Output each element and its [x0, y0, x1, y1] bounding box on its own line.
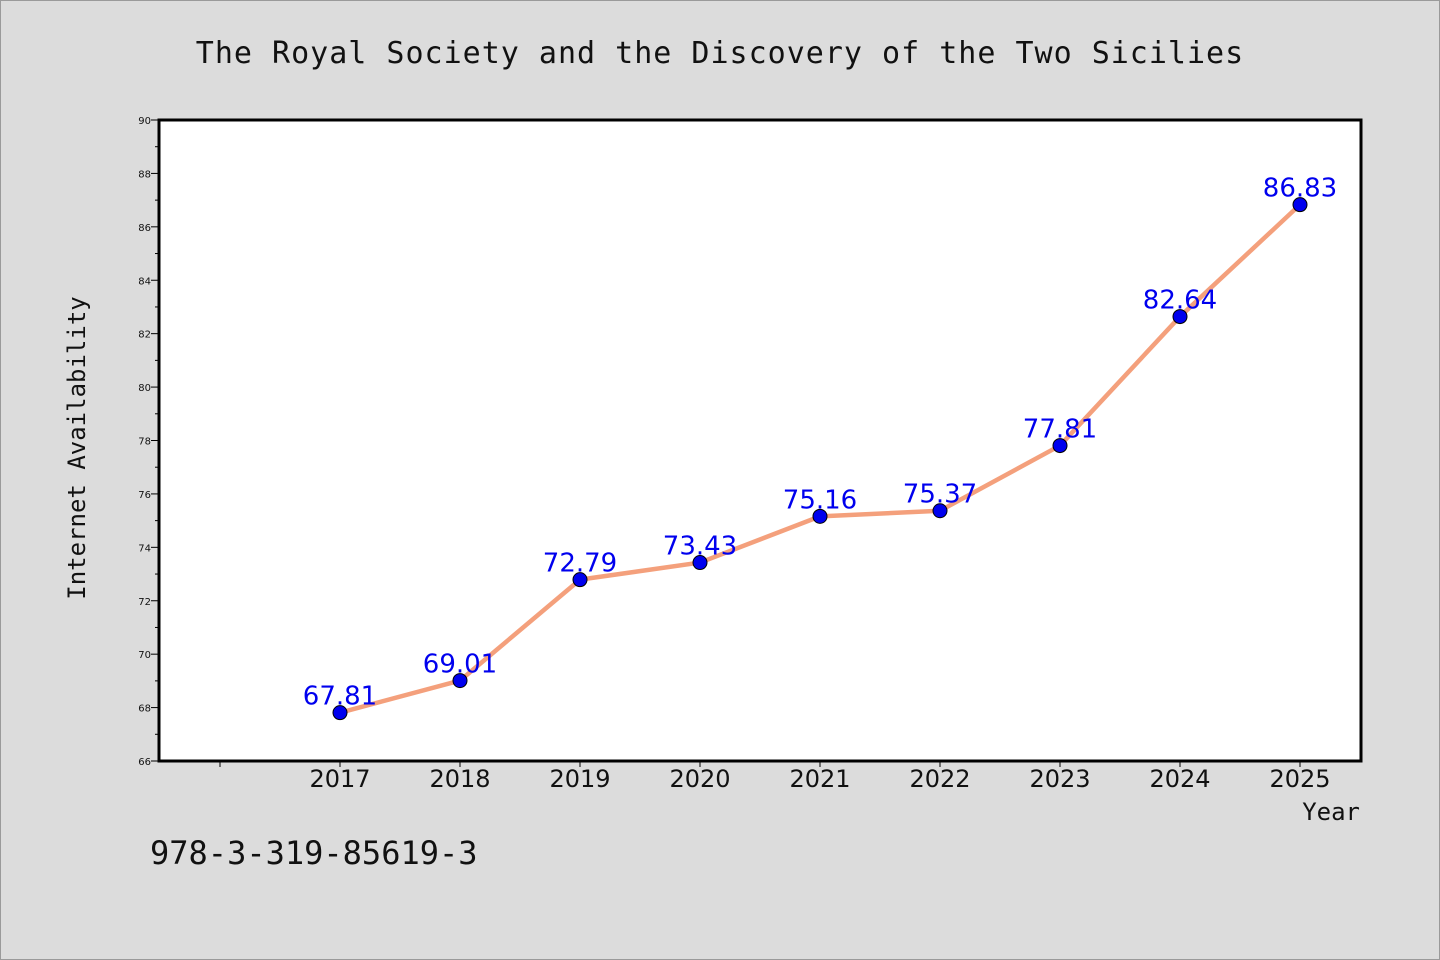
data-label: 86.83	[1263, 174, 1337, 204]
x-tick-label: 2020	[669, 765, 730, 793]
data-label: 82.64	[1143, 286, 1217, 316]
data-point	[692, 555, 708, 571]
series-layer: 67.81 69.01 72.79 73.43 75.16 75.37 77.81 82.64…	[303, 174, 1337, 721]
data-point	[332, 705, 348, 721]
x-tick-label: 2019	[549, 765, 610, 793]
isbn-text: 978-3-319-85619-3	[150, 834, 478, 872]
x-tick-label: 2018	[429, 765, 490, 793]
x-tick-label: 2022	[909, 765, 970, 793]
y-tick-label: 82	[138, 330, 151, 341]
chart-title: The Royal Society and the Discovery of t…	[196, 36, 1244, 71]
data-point	[1052, 438, 1068, 454]
data-point	[1292, 197, 1308, 213]
y-tick-label: 90	[138, 116, 151, 127]
x-axis-label: Year	[1302, 798, 1360, 826]
data-label: 67.81	[303, 682, 377, 712]
data-point	[572, 572, 588, 588]
y-tick-label: 78	[138, 437, 151, 448]
y-tick-label: 76	[138, 490, 151, 501]
x-tick-label: 2025	[1269, 765, 1330, 793]
x-tick-label: 2021	[789, 765, 850, 793]
plot-area	[157, 118, 1363, 763]
data-point	[1172, 309, 1188, 325]
y-tick-label: 80	[138, 383, 151, 394]
data-point	[812, 508, 828, 524]
y-tick-label: 72	[138, 597, 151, 608]
x-axis: 2017 2018 2019 2020 2021 2022 2023 2024 2025	[219, 761, 1331, 793]
y-tick-label: 66	[138, 757, 151, 768]
data-label: 72.79	[543, 549, 617, 579]
y-tick-label: 68	[138, 704, 151, 715]
data-label: 73.43	[663, 532, 737, 562]
y-tick-label: 74	[138, 543, 151, 554]
y-tick-label: 84	[138, 276, 151, 287]
y-tick-label: 70	[138, 650, 151, 661]
data-label: 77.81	[1023, 415, 1097, 445]
x-tick-label: 2023	[1029, 765, 1090, 793]
y-tick-label: 86	[138, 223, 151, 234]
y-axis: 66 68 70 72 74 76 78 80 82 84 86 88 90	[138, 116, 159, 768]
x-tick-label: 2024	[1149, 765, 1210, 793]
data-point	[452, 673, 468, 689]
x-tick-label: 2017	[309, 765, 370, 793]
data-point	[932, 503, 948, 519]
data-label: 75.37	[903, 480, 977, 510]
y-axis-label: Internet Availability	[63, 296, 91, 599]
data-label: 75.16	[783, 485, 857, 515]
y-tick-label: 88	[138, 169, 151, 180]
data-label: 69.01	[423, 650, 497, 680]
